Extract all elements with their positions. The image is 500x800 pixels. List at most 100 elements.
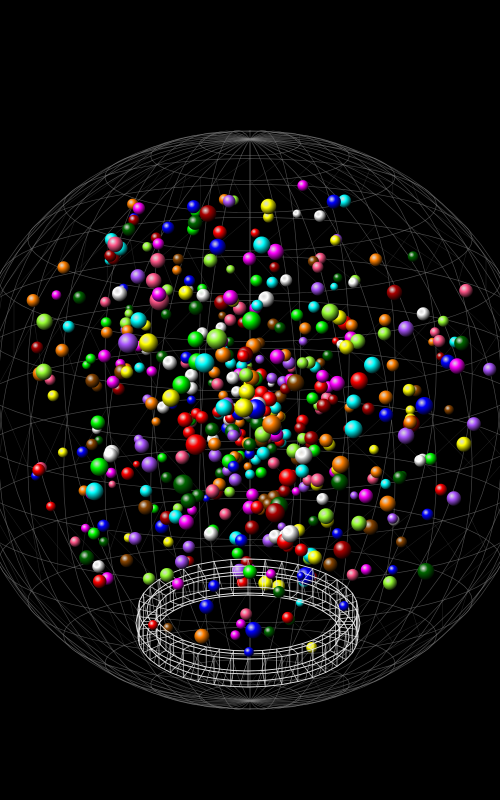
ball — [408, 251, 419, 262]
ball — [457, 437, 472, 452]
ball — [438, 316, 449, 327]
ball — [93, 575, 107, 589]
ball — [255, 355, 264, 364]
ball — [256, 467, 267, 478]
ball — [308, 551, 322, 565]
ball — [332, 456, 349, 473]
ball — [77, 447, 88, 458]
ball — [346, 395, 361, 410]
ball — [224, 487, 235, 498]
ball — [236, 619, 246, 629]
ball — [404, 416, 417, 429]
ball — [204, 527, 219, 542]
ball — [178, 412, 193, 427]
ball — [122, 223, 135, 236]
ball — [251, 229, 260, 238]
ball — [345, 420, 363, 438]
ball — [416, 397, 434, 415]
ball — [208, 580, 220, 592]
ball — [207, 329, 228, 350]
ball — [118, 333, 138, 353]
ball — [311, 473, 325, 487]
ball — [330, 376, 345, 391]
ball — [311, 282, 324, 295]
ball — [31, 342, 43, 354]
ball — [101, 327, 113, 339]
ball — [250, 275, 262, 287]
ball — [32, 464, 45, 477]
ball — [318, 508, 334, 524]
ball — [369, 445, 379, 455]
ball — [73, 291, 86, 304]
ball — [295, 447, 313, 465]
ball — [92, 560, 105, 573]
ball — [134, 363, 145, 374]
ball — [266, 373, 277, 384]
ball — [425, 453, 437, 465]
ball — [387, 285, 402, 300]
ball — [444, 405, 454, 415]
ball — [459, 284, 473, 298]
ball — [267, 277, 279, 289]
ball — [188, 331, 204, 347]
ball — [251, 300, 263, 312]
ball — [304, 431, 318, 445]
ball — [278, 485, 290, 497]
ball — [308, 301, 320, 313]
ball — [86, 483, 104, 501]
ball — [299, 322, 311, 334]
ball — [414, 455, 426, 467]
ball — [274, 322, 285, 333]
ball — [279, 469, 297, 487]
ball — [145, 397, 158, 410]
ball — [186, 434, 207, 455]
ball — [140, 485, 152, 497]
ball — [287, 374, 304, 391]
ball — [393, 471, 406, 484]
ball — [269, 262, 279, 272]
ball — [331, 474, 348, 491]
ball — [483, 363, 496, 376]
ball — [131, 269, 146, 284]
ball — [213, 226, 227, 240]
ball — [351, 516, 366, 531]
ball — [251, 501, 264, 514]
ball — [228, 461, 240, 473]
ball — [234, 399, 253, 418]
ball — [371, 466, 383, 478]
ball — [173, 475, 193, 495]
ball — [383, 576, 397, 590]
ball — [98, 350, 111, 363]
ball — [209, 449, 222, 462]
ball — [282, 525, 299, 542]
ball — [135, 439, 150, 454]
ball — [142, 457, 158, 473]
ball — [215, 347, 231, 363]
ball — [179, 515, 194, 530]
ball — [253, 237, 270, 254]
ball — [350, 372, 368, 390]
ball — [398, 428, 415, 445]
ball — [57, 261, 70, 274]
ball — [91, 416, 105, 430]
ball — [379, 391, 393, 405]
ball — [181, 493, 196, 508]
ball — [362, 403, 375, 416]
ball — [85, 374, 99, 388]
ball — [142, 242, 152, 252]
ball — [56, 344, 69, 357]
ball — [152, 417, 161, 426]
ball — [339, 601, 349, 611]
ball — [79, 550, 94, 565]
ball — [297, 180, 308, 191]
ball — [330, 235, 341, 246]
ball — [240, 608, 252, 620]
ball — [417, 307, 430, 320]
ball — [211, 378, 223, 390]
ball — [130, 312, 146, 328]
ball — [361, 564, 372, 575]
ball — [396, 537, 407, 548]
ball — [243, 565, 257, 579]
ball — [205, 423, 219, 437]
